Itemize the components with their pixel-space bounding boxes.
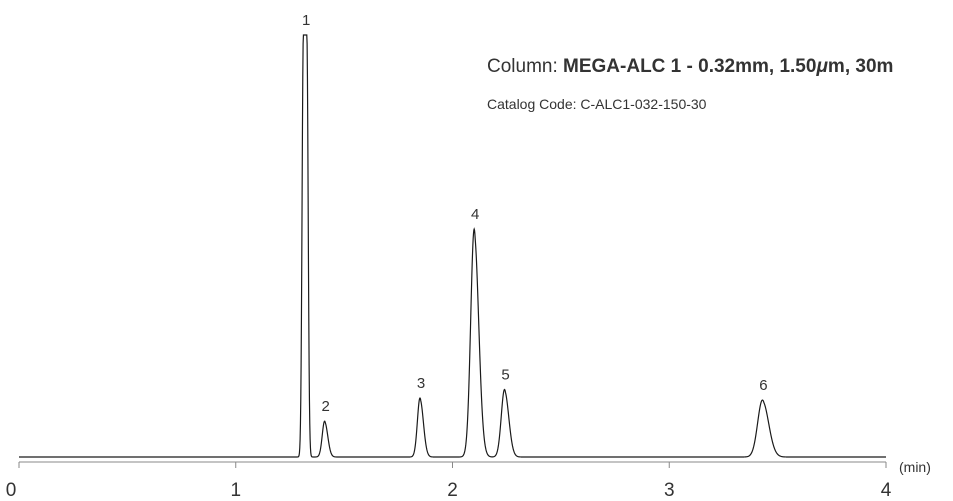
x-tick-label: 0: [6, 480, 17, 501]
x-tick-label: 2: [447, 480, 458, 501]
column-annotation: Column: MEGA-ALC 1 - 0.32mm, 1.50μm, 30m: [487, 56, 893, 78]
x-tick-label: 1: [230, 480, 241, 501]
x-axis-ticks: [18, 462, 887, 468]
peak-label-3: 3: [417, 375, 425, 392]
peak-labels: 1 2 3 4 5 6: [302, 12, 768, 415]
peak-label-6: 6: [759, 377, 767, 394]
x-tick-label: 4: [881, 480, 892, 501]
x-axis-unit-label: (min): [899, 459, 931, 475]
catalog-code: Catalog Code: C-ALC1-032-150-30: [487, 96, 707, 112]
chromatogram-trace: [19, 34, 886, 458]
column-prefix: Column:: [487, 56, 564, 77]
peak-label-1: 1: [302, 12, 310, 29]
column-name: MEGA-ALC 1 - 0.32mm, 1.50μm, 30m: [563, 56, 894, 77]
x-tick-label: 3: [664, 480, 675, 501]
x-axis-tick-labels: 0 1 2 3 4: [6, 480, 892, 501]
peak-label-4: 4: [471, 206, 479, 223]
peak-label-5: 5: [501, 366, 509, 383]
peak-label-2: 2: [321, 398, 329, 415]
